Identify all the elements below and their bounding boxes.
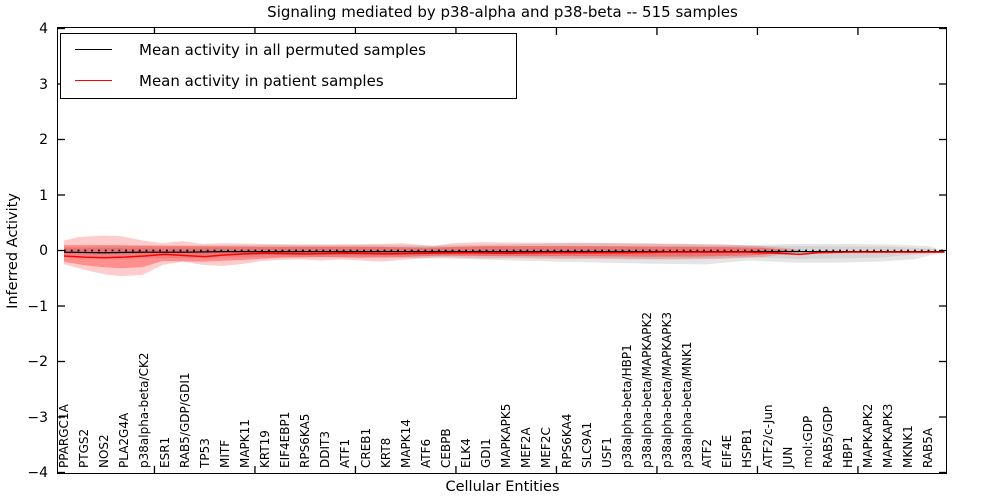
x-category-label: MAPK11 bbox=[237, 419, 252, 468]
legend-label: Mean activity in all permuted samples bbox=[139, 40, 426, 59]
x-category-label: p38alpha-beta/MAPKAPK2 bbox=[639, 312, 654, 468]
x-category-label: RAB5A bbox=[921, 427, 936, 468]
y-tick-label: 2 bbox=[39, 132, 48, 148]
legend-label: Mean activity in patient samples bbox=[139, 71, 384, 90]
plot-canvas bbox=[58, 28, 946, 473]
x-category-label: TP53 bbox=[197, 438, 212, 468]
x-category-label: PTGS2 bbox=[77, 428, 92, 468]
permuted-line-sample bbox=[75, 49, 112, 50]
x-category-label: ATF2 bbox=[700, 438, 715, 468]
x-category-label: PPARGC1A bbox=[57, 404, 71, 468]
x-category-label: MAPK14 bbox=[398, 419, 413, 468]
x-category-label: ATF2/c-Jun bbox=[760, 404, 775, 468]
x-category-label: RAB5/GDP bbox=[820, 406, 835, 468]
x-category-label: EIF4EBP1 bbox=[278, 411, 293, 468]
x-category-label: HBP1 bbox=[840, 435, 855, 468]
x-category-label: RPS6KA4 bbox=[559, 413, 574, 468]
plot-area: PPARGC1A PTGS2 NOS2 PLA2G4A p38alpha-beta/CK… bbox=[57, 27, 947, 474]
y-tick-label: 0 bbox=[39, 243, 48, 259]
x-category-label: ATF6 bbox=[418, 438, 433, 468]
x-category-label: ESR1 bbox=[157, 436, 172, 468]
x-category-label: MEF2C bbox=[539, 427, 554, 468]
x-category-label: JUN bbox=[780, 446, 795, 468]
y-tick-label: 4 bbox=[39, 21, 48, 37]
legend-item-patient: Mean activity in patient samples bbox=[61, 65, 516, 96]
legend: Mean activity in all permuted samples Me… bbox=[60, 33, 517, 99]
x-category-label: RAB5/GDP/GDI1 bbox=[177, 372, 192, 468]
patient-mean-line bbox=[63, 251, 945, 259]
x-category-label: SLC9A1 bbox=[579, 421, 594, 468]
patient-samples-range-outer bbox=[64, 235, 800, 277]
x-category-label: CEBPB bbox=[438, 428, 453, 468]
x-category-label: p38alpha-beta/HBP1 bbox=[619, 344, 634, 468]
y-tick-label: 1 bbox=[39, 187, 48, 204]
legend-item-permuted: Mean activity in all permuted samples bbox=[61, 34, 516, 65]
x-category-label: DDIT3 bbox=[318, 431, 333, 468]
x-category-label: KRT8 bbox=[378, 437, 393, 468]
x-category-label: RPS6KA5 bbox=[298, 413, 313, 468]
x-category-label: HSPB1 bbox=[740, 428, 755, 468]
x-category-label: GDI1 bbox=[479, 438, 494, 468]
x-category-label: KRT19 bbox=[258, 430, 272, 468]
x-category-label: USF1 bbox=[599, 437, 614, 468]
patient-line-sample bbox=[75, 80, 112, 81]
x-category-label: p38alpha-beta/MAPKAPK3 bbox=[660, 312, 674, 468]
x-category-label: ELK4 bbox=[459, 438, 473, 468]
y-tick-label: −3 bbox=[27, 409, 48, 426]
chart-title: Signaling mediated by p38-alpha and p38-… bbox=[267, 3, 738, 21]
patient-samples-range-inner bbox=[64, 244, 786, 269]
x-category-label: MAPKAPK3 bbox=[881, 403, 896, 468]
x-axis-label: Cellular Entities bbox=[445, 479, 560, 495]
x-category-label: mol:GDP bbox=[800, 415, 815, 468]
permuted-mean-line bbox=[63, 251, 945, 254]
y-axis-label: Inferred Activity bbox=[5, 193, 21, 309]
x-category-label: MEF2A bbox=[519, 427, 534, 468]
y-tick-label: 3 bbox=[39, 76, 48, 93]
y-tick-label: −1 bbox=[27, 298, 48, 315]
x-category-label: PLA2G4A bbox=[117, 412, 132, 468]
x-category-label: CREB1 bbox=[358, 427, 373, 468]
x-category-label: MITF bbox=[217, 439, 232, 468]
x-category-label: ATF1 bbox=[338, 438, 353, 468]
x-category-label: NOS2 bbox=[97, 434, 112, 468]
y-tick-label: −4 bbox=[27, 465, 48, 481]
x-category-label: p38alpha-beta/CK2 bbox=[137, 352, 152, 468]
x-category-label: p38alpha-beta/MNK1 bbox=[680, 341, 695, 468]
x-category-label: EIF4E bbox=[720, 434, 735, 468]
x-category-label: MAPKAPK2 bbox=[861, 403, 875, 468]
x-category-label: MKNK1 bbox=[901, 425, 916, 468]
y-tick-label: −2 bbox=[27, 354, 48, 370]
x-category-label: MAPKAPK5 bbox=[499, 403, 514, 468]
